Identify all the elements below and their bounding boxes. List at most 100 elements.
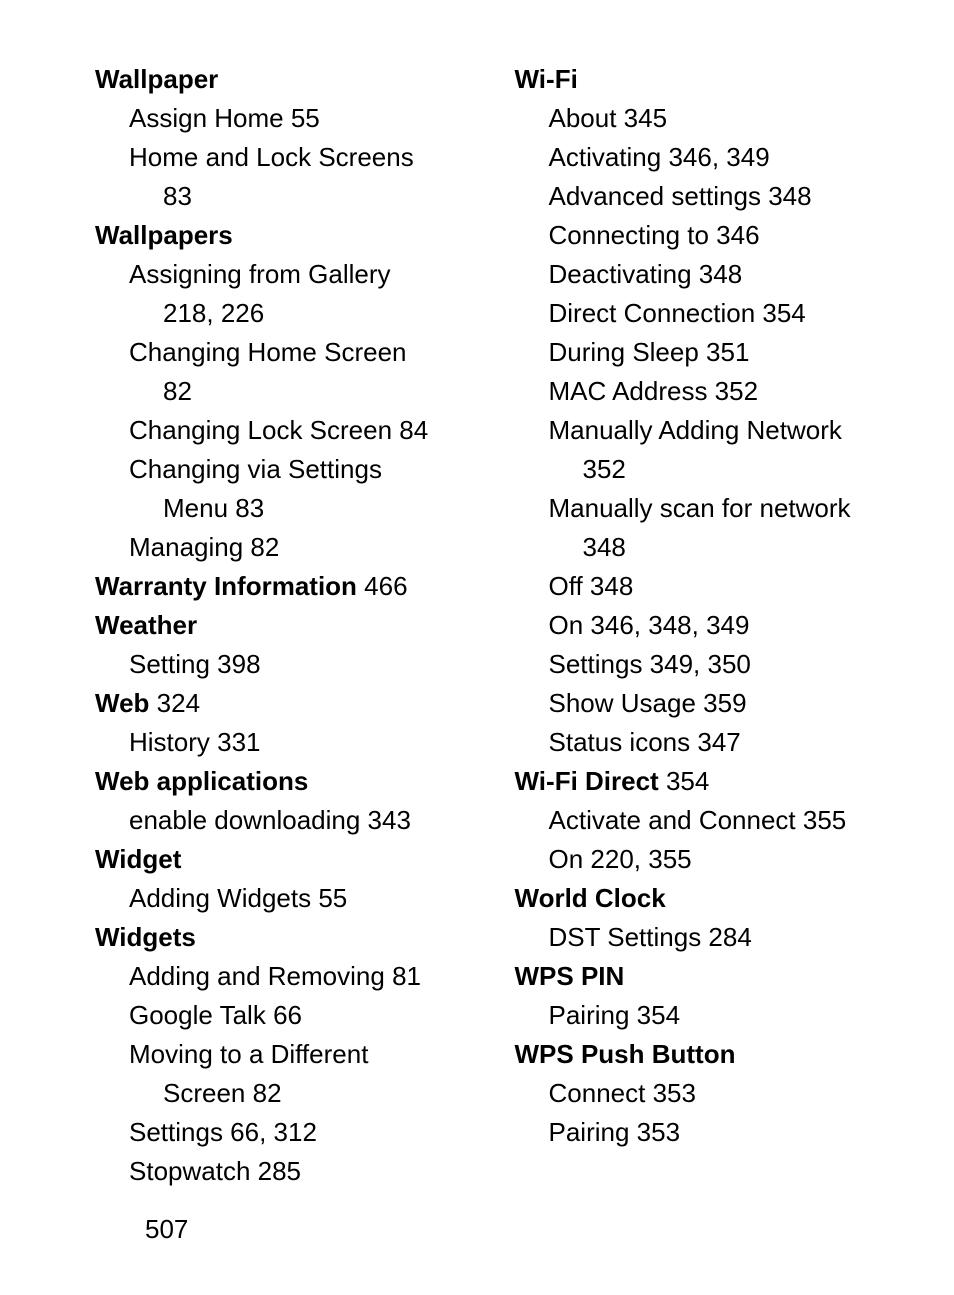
entry-page: 218, 226 xyxy=(163,298,264,328)
entry-page: 83 xyxy=(163,181,192,211)
entry-page: 354 xyxy=(659,766,710,796)
heading-wifi-direct: Wi-Fi Direct 354 xyxy=(515,762,895,801)
entry-page: 345 xyxy=(616,103,667,133)
entry-widgets-settings: Settings 66, 312 xyxy=(95,1113,475,1152)
entry-label: Assigning from Gallery xyxy=(129,259,391,289)
entry-page: 220, 355 xyxy=(583,844,691,874)
entry-label: Google Talk xyxy=(129,1000,266,1030)
entry-label: Manually scan for network xyxy=(549,493,851,523)
heading-label: Warranty Information xyxy=(95,571,357,601)
entry-page: 346, 349 xyxy=(661,142,769,172)
entry-page: 348 xyxy=(583,532,626,562)
entry-web-history: History 331 xyxy=(95,723,475,762)
heading-weather: Weather xyxy=(95,606,475,645)
entry-page: 285 xyxy=(250,1156,301,1186)
entry-wallpaper-home-lock-page: 83 xyxy=(95,177,475,216)
entry-wps-push-connect: Connect 353 xyxy=(515,1074,895,1113)
entry-page: 55 xyxy=(311,883,347,913)
heading-wps-pin: WPS PIN xyxy=(515,957,895,996)
entry-label: Changing Home Screen xyxy=(129,337,407,367)
heading-label: Wi-Fi xyxy=(515,64,578,94)
entry-label: Advanced settings xyxy=(549,181,761,211)
entry-page: 352 xyxy=(583,454,626,484)
entry-page: 347 xyxy=(690,727,741,757)
entry-page: 349, 350 xyxy=(642,649,750,679)
heading-label: Widget xyxy=(95,844,181,874)
entry-wallpapers-managing: Managing 82 xyxy=(95,528,475,567)
heading-label: Weather xyxy=(95,610,197,640)
entry-widgets-moving-l1: Moving to a Different xyxy=(95,1035,475,1074)
entry-wallpapers-changing-settings-l2: Menu 83 xyxy=(95,489,475,528)
entry-label: Pairing xyxy=(549,1117,630,1147)
entry-wifi-status-icons: Status icons 347 xyxy=(515,723,895,762)
page-number: 507 xyxy=(145,1214,188,1245)
entry-world-clock-dst: DST Settings 284 xyxy=(515,918,895,957)
heading-wifi: Wi-Fi xyxy=(515,60,895,99)
entry-wifi-deactivating: Deactivating 348 xyxy=(515,255,895,294)
entry-page: 81 xyxy=(385,961,421,991)
heading-world-clock: World Clock xyxy=(515,879,895,918)
entry-page: 351 xyxy=(699,337,750,367)
entry-weather-setting: Setting 398 xyxy=(95,645,475,684)
entry-label: Adding and Removing xyxy=(129,961,385,991)
heading-warranty: Warranty Information 466 xyxy=(95,567,475,606)
heading-label: Wi-Fi Direct xyxy=(515,766,659,796)
entry-label: Settings xyxy=(129,1117,223,1147)
entry-label: On xyxy=(549,610,584,640)
entry-wifi-advanced: Advanced settings 348 xyxy=(515,177,895,216)
entry-page: 84 xyxy=(392,415,428,445)
entry-wifi-show-usage: Show Usage 359 xyxy=(515,684,895,723)
entry-page: 82 xyxy=(243,532,279,562)
heading-label: Widgets xyxy=(95,922,196,952)
entry-page: 348 xyxy=(761,181,812,211)
entry-label: Status icons xyxy=(549,727,691,757)
entry-wifi-settings: Settings 349, 350 xyxy=(515,645,895,684)
entry-page: 354 xyxy=(755,298,806,328)
entry-wifi-direct-activate: Activate and Connect 355 xyxy=(515,801,895,840)
entry-wps-push-pairing: Pairing 353 xyxy=(515,1113,895,1152)
heading-wallpapers: Wallpapers xyxy=(95,216,475,255)
entry-page: 353 xyxy=(629,1117,680,1147)
entry-wifi-connecting: Connecting to 346 xyxy=(515,216,895,255)
entry-wallpapers-gallery: Assigning from Gallery xyxy=(95,255,475,294)
entry-wifi-manually-adding-page: 352 xyxy=(515,450,895,489)
entry-label: Pairing xyxy=(549,1000,630,1030)
entry-label: Activate and Connect xyxy=(549,805,796,835)
heading-label: Wallpapers xyxy=(95,220,233,250)
entry-label: Menu xyxy=(163,493,228,523)
entry-wifi-on: On 346, 348, 349 xyxy=(515,606,895,645)
entry-page: 398 xyxy=(210,649,261,679)
entry-label: Home and Lock Screens xyxy=(129,142,414,172)
right-column: Wi-Fi About 345 Activating 346, 349 Adva… xyxy=(515,60,895,1191)
entry-wifi-activating: Activating 346, 349 xyxy=(515,138,895,177)
entry-label: Direct Connection xyxy=(549,298,756,328)
entry-widgets-adding-removing: Adding and Removing 81 xyxy=(95,957,475,996)
entry-label: Stopwatch xyxy=(129,1156,250,1186)
entry-page: 348 xyxy=(692,259,743,289)
entry-wifi-during-sleep: During Sleep 351 xyxy=(515,333,895,372)
entry-page: 346, 348, 349 xyxy=(583,610,749,640)
entry-label: Adding Widgets xyxy=(129,883,311,913)
heading-widget: Widget xyxy=(95,840,475,879)
entry-wifi-about: About 345 xyxy=(515,99,895,138)
entry-page: 324 xyxy=(149,688,200,718)
entry-label: Changing Lock Screen xyxy=(129,415,392,445)
heading-widgets: Widgets xyxy=(95,918,475,957)
entry-label: Manually Adding Network xyxy=(549,415,842,445)
entry-wifi-direct-on: On 220, 355 xyxy=(515,840,895,879)
entry-wps-pin-pairing: Pairing 354 xyxy=(515,996,895,1035)
entry-wallpaper-home-lock: Home and Lock Screens xyxy=(95,138,475,177)
entry-label: On xyxy=(549,844,584,874)
entry-page: 66 xyxy=(266,1000,302,1030)
entry-label: MAC Address xyxy=(549,376,708,406)
heading-wallpaper: Wallpaper xyxy=(95,60,475,99)
left-column: Wallpaper Assign Home 55 Home and Lock S… xyxy=(95,60,475,1191)
entry-wifi-off: Off 348 xyxy=(515,567,895,606)
heading-label: WPS PIN xyxy=(515,961,625,991)
entry-label: Setting xyxy=(129,649,210,679)
entry-label: About xyxy=(549,103,617,133)
index-columns: Wallpaper Assign Home 55 Home and Lock S… xyxy=(95,60,894,1191)
entry-label: Settings xyxy=(549,649,643,679)
entry-wallpapers-changing-home-page: 82 xyxy=(95,372,475,411)
entry-label: Connecting to xyxy=(549,220,709,250)
